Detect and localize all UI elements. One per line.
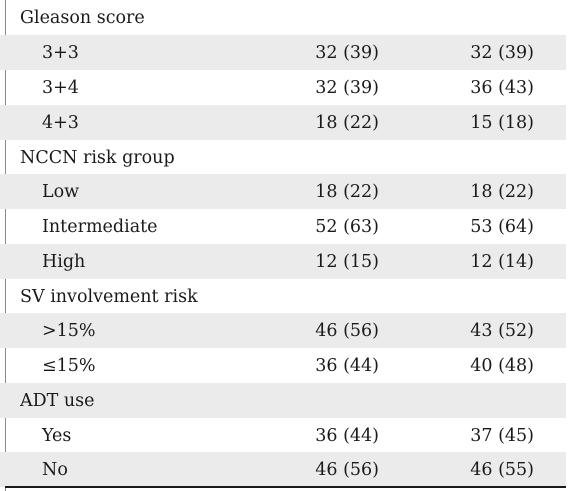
cell-value-group-2: 46 (55) [470,459,534,480]
cell-value-group-1: 32 (39) [315,77,379,98]
cell-value-group-2: 40 (48) [470,355,534,376]
row-label: High [42,251,86,272]
cell-value-group-1: 46 (56) [315,459,379,480]
table-row: >15% 46 (56) 43 (52) [0,313,566,348]
table-row: 3+4 32 (39) 36 (43) [0,70,566,105]
table-row: No 46 (56) 46 (55) [0,452,566,487]
cell-value-group-2: 12 (14) [470,251,534,272]
table-row-nccn-risk-group: NCCN risk group [0,140,566,175]
cell-value-group-2: 15 (18) [470,112,534,133]
row-label: No [42,459,68,480]
row-label: 3+3 [42,42,79,63]
table-row: Yes 36 (44) 37 (45) [0,418,566,453]
cell-value-group-2: 32 (39) [470,42,534,63]
cell-value-group-2: 36 (43) [470,77,534,98]
cell-value-group-1: 46 (56) [315,320,379,341]
table-row-sv-involvement-risk: SV involvement risk [0,279,566,314]
cell-value-group-1: 32 (39) [315,42,379,63]
table-row: High 12 (15) 12 (14) [0,244,566,279]
cell-value-group-2: 53 (64) [470,216,534,237]
row-label: Low [42,181,80,202]
table-row: Intermediate 52 (63) 53 (64) [0,209,566,244]
table-row: ≤15% 36 (44) 40 (48) [0,348,566,383]
table-row: 4+3 18 (22) 15 (18) [0,105,566,140]
row-label: Yes [42,425,72,446]
cell-value-group-2: 37 (45) [470,425,534,446]
cell-value-group-1: 18 (22) [315,112,379,133]
cell-value-group-2: 18 (22) [470,181,534,202]
section-label: ADT use [20,390,95,411]
section-label: SV involvement risk [20,286,198,307]
row-label: ≤15% [42,355,96,376]
table-bottom-border [5,486,566,488]
table-row-gleason-score: Gleason score [0,0,566,35]
section-label: Gleason score [20,7,145,28]
cell-value-group-1: 36 (44) [315,355,379,376]
row-label: >15% [42,320,96,341]
row-label: 4+3 [42,112,79,133]
cell-value-group-1: 52 (63) [315,216,379,237]
cell-value-group-1: 18 (22) [315,181,379,202]
cell-value-group-1: 36 (44) [315,425,379,446]
cell-value-group-2: 43 (52) [470,320,534,341]
table-row-adt-use: ADT use [0,383,566,418]
cell-value-group-1: 12 (15) [315,251,379,272]
table-row: 3+3 32 (39) 32 (39) [0,35,566,70]
table-row: Low 18 (22) 18 (22) [0,174,566,209]
row-label: Intermediate [42,216,158,237]
section-label: NCCN risk group [20,147,175,168]
row-label: 3+4 [42,77,79,98]
